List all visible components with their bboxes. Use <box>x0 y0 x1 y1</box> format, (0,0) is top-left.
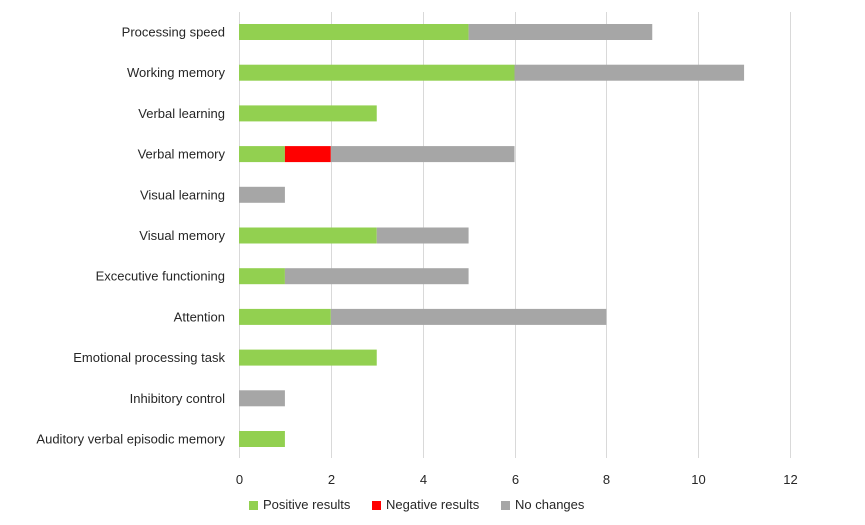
legend: Positive results Negative results No chang… <box>249 497 585 512</box>
x-tick-label: 0 <box>236 472 243 487</box>
legend-swatch-negative-results <box>372 501 381 510</box>
category-label: Processing speed <box>122 25 225 40</box>
bar-segment-no-changes <box>284 268 469 285</box>
bar-segment-positive-results <box>239 146 285 163</box>
legend-label: Positive results <box>263 497 351 512</box>
x-tick-label: 4 <box>420 472 427 487</box>
bar-segment-positive-results <box>239 349 377 366</box>
bar-segment-positive-results <box>239 105 377 122</box>
category-label: Emotional processing task <box>73 350 225 365</box>
category-label: Inhibitory control <box>130 391 225 406</box>
bar-segment-negative-results <box>284 146 331 163</box>
bar-segment-positive-results <box>239 227 377 244</box>
x-tick-label: 12 <box>783 472 797 487</box>
x-tick-label: 6 <box>512 472 519 487</box>
bar-segment-no-changes <box>330 146 515 163</box>
category-label: Verbal memory <box>138 147 226 162</box>
bar-layer <box>239 24 745 447</box>
legend-label: No changes <box>515 497 585 512</box>
legend-swatch-positive-results <box>249 501 258 510</box>
category-label: Verbal learning <box>138 106 225 121</box>
category-label: Working memory <box>127 65 226 80</box>
bar-segment-no-changes <box>239 390 285 407</box>
x-tick-label: 2 <box>328 472 335 487</box>
bar-segment-positive-results <box>239 64 515 81</box>
x-axis-ticks: 0 2 4 6 8 10 12 <box>236 472 798 487</box>
bar-segment-no-changes <box>330 308 607 325</box>
bar-segment-positive-results <box>239 268 285 285</box>
category-labels: Processing speed Working memory Verbal lea… <box>36 25 225 447</box>
category-label: Visual learning <box>140 187 225 202</box>
x-tick-label: 10 <box>691 472 705 487</box>
legend-label: Negative results <box>386 497 480 512</box>
bar-segment-no-changes <box>239 186 285 203</box>
bar-segment-no-changes <box>514 64 745 81</box>
category-label: Excecutive functioning <box>96 269 225 284</box>
bar-segment-no-changes <box>468 24 653 40</box>
bar-segment-no-changes <box>376 227 469 244</box>
bar-segment-positive-results <box>239 24 469 40</box>
legend-swatch-no-changes <box>501 501 510 510</box>
category-label: Attention <box>174 309 225 324</box>
bar-segment-positive-results <box>239 431 285 447</box>
x-tick-label: 8 <box>603 472 610 487</box>
category-label: Visual memory <box>139 228 225 243</box>
bar-segment-positive-results <box>239 308 331 325</box>
category-label: Auditory verbal episodic memory <box>36 432 225 447</box>
